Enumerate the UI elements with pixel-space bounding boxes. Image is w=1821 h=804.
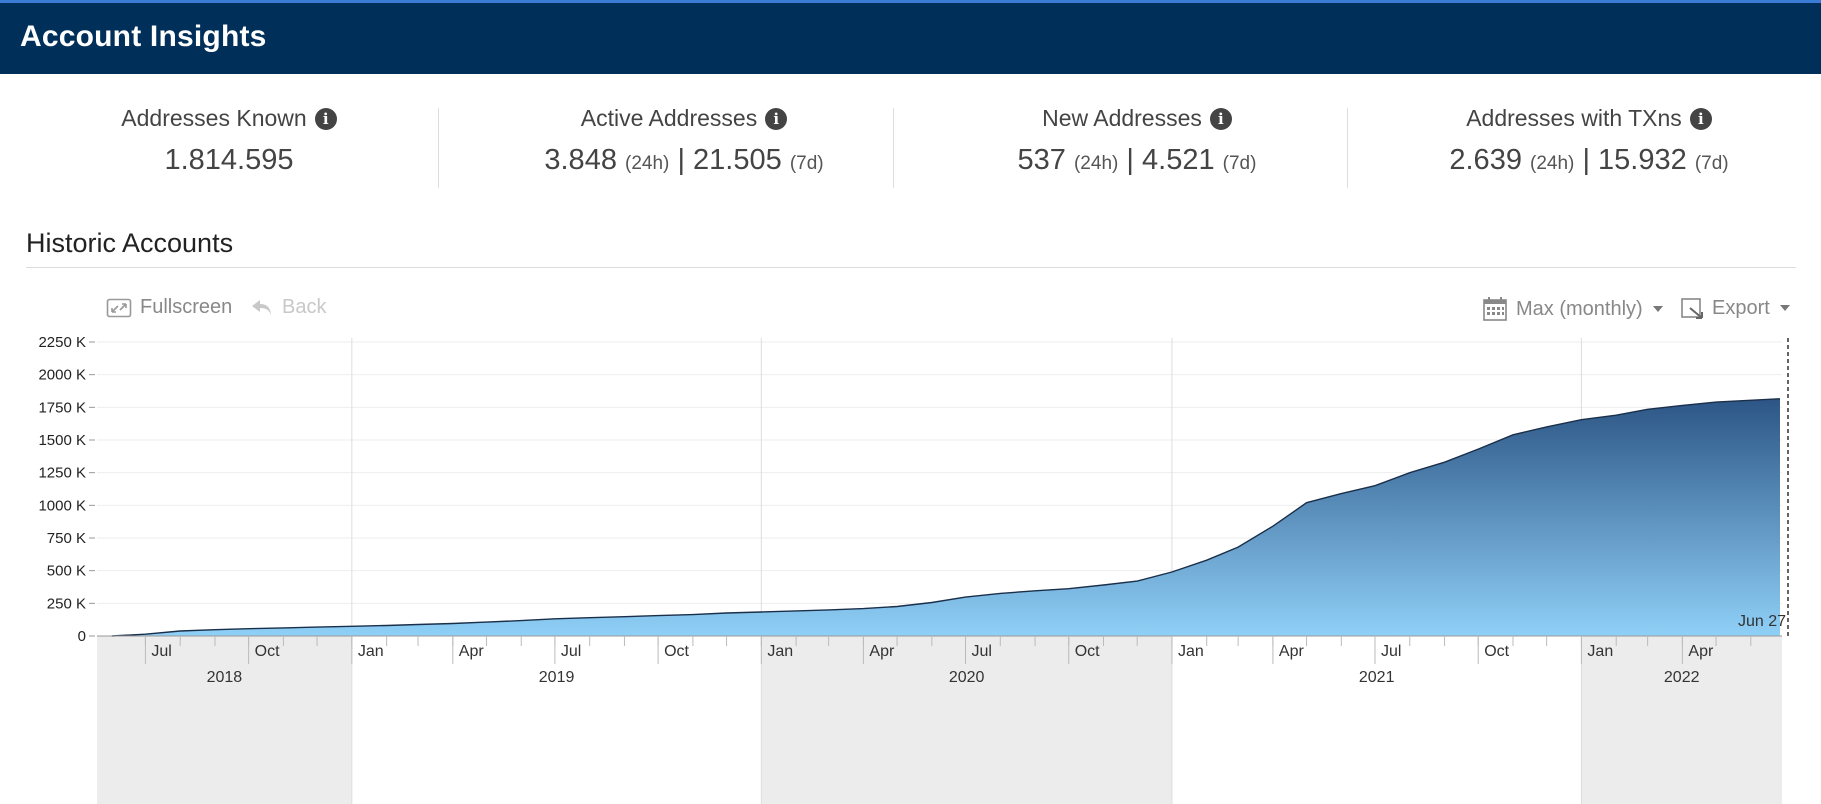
chevron-down-icon [1652,306,1663,312]
unit-24h: (24h) [1073,153,1119,174]
info-icon[interactable]: i [1209,107,1232,130]
fullscreen-icon [106,298,132,317]
back-label: Back [282,296,327,318]
range-selector[interactable]: Max (monthly) [1482,296,1663,322]
back-button[interactable]: Back [250,296,326,319]
y-tick-label: 0 [78,628,86,645]
x-tick-label: Jan [1587,643,1613,660]
stat-addresses-with-txns: Addresses with TXns i 2.639 (24h) | 15.9… [1374,105,1804,177]
year-band [1171,636,1582,804]
year-label: 2020 [949,669,985,686]
app-header: Account Insights [0,0,1821,74]
x-tick-label: Oct [1075,643,1100,660]
x-axis: Jul Oct Jan Apr Jul Oct Jan Apr Jul Oct Jan Apr Jul O… [97,635,1782,686]
x-tick-label: Oct [664,643,689,660]
y-tick-label: 750 K [47,530,86,547]
section-title: Historic Accounts [26,228,234,258]
stat-value-7d: 15.932 [1598,144,1687,176]
end-marker: Jun 27 [1738,338,1789,636]
x-tick-label: Apr [869,643,895,660]
unit-7d: (7d) [789,153,824,174]
stat-value-24h: 537 [1017,144,1066,176]
stat-active-addresses: Active Addresses i 3.848 (24h) | 21.505 … [469,105,899,177]
separator: | [1582,144,1590,176]
range-label: Max (monthly) [1516,297,1643,320]
year-label: 2022 [1664,669,1700,686]
year-band [1581,636,1782,804]
stat-value-7d: 21.505 [693,144,782,176]
x-tick-label: Jul [1381,643,1401,660]
year-band [351,636,762,804]
export-label: Export [1712,296,1770,319]
unit-7d: (7d) [1222,153,1257,174]
unit-7d: (7d) [1694,153,1729,174]
y-axis: 0 250 K 500 K 750 K 1000 K 1250 K 1500 K 1750 K… [38,334,95,645]
series-area [111,398,1780,636]
x-tick-label: Jan [358,643,384,660]
end-date-label: Jun 27 [1738,613,1786,630]
y-tick-label: 500 K [47,563,86,580]
stat-new-addresses: New Addresses i 537 (24h) | 4.521 (7d) [922,105,1352,177]
stat-value: 1.814.595 [164,144,294,176]
y-tick-label: 250 K [47,595,86,612]
x-tick-label: Jan [767,643,793,660]
x-tick-label: Apr [1688,643,1714,660]
x-tick-label: Apr [459,643,485,660]
y-tick-label: 2250 K [38,334,86,351]
navigator-background [97,636,1782,804]
info-icon[interactable]: i [765,107,788,130]
x-tick-label: Jul [972,643,992,660]
series-area-layer [111,398,1781,637]
info-icon[interactable]: i [1689,107,1712,130]
y-tick-label: 1750 K [38,399,86,416]
y-tick-label: 1000 K [38,497,86,514]
stat-label: Addresses Known [121,105,307,131]
stat-divider [1347,108,1348,188]
stat-label: Addresses with TXns [1466,105,1682,131]
unit-24h: (24h) [1530,153,1575,174]
stat-value-24h: 2.639 [1449,144,1522,176]
year-label: 2018 [207,669,243,686]
export-icon [1681,298,1703,319]
x-tick-label: Jan [1178,643,1204,660]
stat-label: Active Addresses [580,105,758,131]
stat-label: New Addresses [1042,105,1202,131]
x-tick-label: Oct [1484,643,1509,660]
fullscreen-label: Fullscreen [140,296,233,318]
year-band [761,636,1172,804]
y-tick-label: 1500 K [38,432,86,449]
section-divider [26,267,1796,268]
stat-addresses-known: Addresses Known i 1.814.595 [14,105,444,177]
stats-row: Addresses Known i 1.814.595 Active Addre… [0,105,1821,190]
year-label: 2019 [539,669,575,686]
x-tick-label: Oct [255,643,280,660]
year-label: 2021 [1359,669,1395,686]
page-title: Account Insights [20,20,267,53]
info-icon[interactable]: i [314,107,337,130]
fullscreen-button[interactable]: Fullscreen [106,296,232,319]
y-tick-label: 2000 K [38,367,86,384]
y-tick-label: 1250 K [38,465,86,482]
calendar-icon [1483,297,1507,321]
x-tick-label: Apr [1279,643,1305,660]
stat-divider [893,108,894,188]
back-arrow-icon [252,299,271,316]
x-tick-label: Jul [561,643,581,660]
separator: | [1126,144,1134,176]
series-line [111,398,1781,637]
stat-value-24h: 3.848 [544,144,617,176]
unit-24h: (24h) [625,153,670,174]
historic-accounts-chart[interactable]: 0 250 K 500 K 750 K 1000 K 1250 K 1500 K 1750 K… [0,330,1821,804]
chevron-down-icon [1779,305,1790,311]
x-tick-label: Jul [151,643,171,660]
export-button[interactable]: Export [1680,296,1790,320]
year-band [97,636,352,804]
separator: | [677,144,685,176]
stat-divider [438,108,439,188]
stat-value-7d: 4.521 [1142,144,1215,176]
